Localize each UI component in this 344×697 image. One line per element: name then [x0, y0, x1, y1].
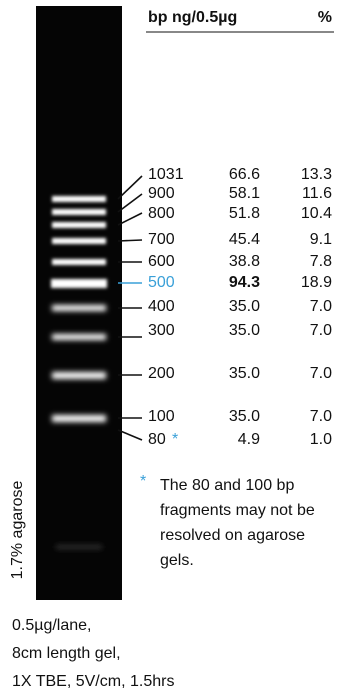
band [51, 279, 107, 288]
row-ng: 35.0 [229, 408, 260, 425]
row-bp: 800 [148, 205, 175, 222]
row-pct: 10.4 [301, 205, 332, 222]
header-pct: % [318, 9, 332, 26]
caption-line: 0.5µg/lane, [12, 617, 92, 634]
caption-line: 8cm length gel, [12, 645, 121, 662]
row-pct: 7.0 [310, 298, 332, 315]
row-pct: 18.9 [301, 274, 332, 291]
header-bp: bp [148, 9, 168, 26]
row-bp: 300 [148, 322, 175, 339]
note-line: fragments may not be [160, 502, 315, 519]
row-bp: 80 [148, 431, 166, 448]
band [52, 305, 106, 311]
row-bp: 700 [148, 231, 175, 248]
band [52, 238, 106, 244]
row-ng: 35.0 [229, 298, 260, 315]
row-bp: 400 [148, 298, 175, 315]
row-ng: 51.8 [229, 205, 260, 222]
band [52, 372, 106, 379]
caption-line: 1X TBE, 5V/cm, 1.5hrs [12, 673, 174, 690]
gel-lane [36, 6, 122, 600]
row-pct: 11.6 [302, 185, 332, 202]
row-bp: 900 [148, 185, 175, 202]
note-line: gels. [160, 552, 194, 569]
rows: 1031 66.6 13.3 900 58.1 11.6 800 51.8 10.4 700 45.… [148, 166, 332, 448]
row-asterisk: * [172, 431, 178, 448]
row-bp: 200 [148, 365, 175, 382]
row-ng: 35.0 [229, 365, 260, 382]
gel-label: 1.7% agarose [9, 481, 26, 580]
note-line: resolved on agarose [160, 527, 305, 544]
band [56, 545, 102, 549]
row-pct: 9.1 [310, 231, 332, 248]
band [52, 196, 106, 202]
row-ng: 45.4 [229, 231, 260, 248]
note-line: The 80 and 100 bp [160, 477, 294, 494]
band [52, 209, 106, 215]
page: {"header": {"bp": "bp", "ng": "ng/0.5µg"… [0, 0, 344, 697]
row-ng: 4.9 [238, 431, 260, 448]
connector [118, 240, 142, 241]
row-pct: 1.0 [310, 431, 332, 448]
note-asterisk: * [140, 473, 146, 490]
row-bp: 1031 [148, 166, 184, 183]
header-ng: ng/0.5µg [172, 9, 237, 26]
row-bp: 100 [148, 408, 175, 425]
row-bp: 500 [148, 274, 175, 291]
band [52, 334, 106, 340]
row-ng: 58.1 [229, 185, 260, 202]
figure: bp ng/0.5µg % 103166.613.390058.111.6800… [0, 0, 344, 697]
row-pct: 7.0 [310, 408, 332, 425]
band [52, 415, 106, 422]
row-bp: 600 [148, 253, 175, 270]
row-ng: 35.0 [229, 322, 260, 339]
band [52, 259, 106, 265]
row-pct: 7.0 [310, 322, 332, 339]
row-ng: 38.8 [229, 253, 260, 270]
row-pct: 13.3 [301, 166, 332, 183]
row-ng: 94.3 [229, 274, 260, 291]
row-pct: 7.0 [310, 365, 332, 382]
band [52, 222, 106, 228]
row-ng: 66.6 [229, 166, 260, 183]
row-pct: 7.8 [310, 253, 332, 270]
